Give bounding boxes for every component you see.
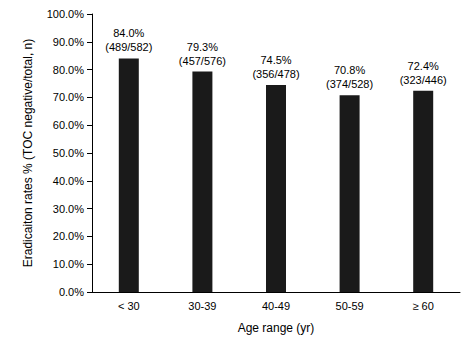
svg-text:70.8%: 70.8% [334,64,365,76]
svg-text:(323/446): (323/446) [400,74,447,86]
svg-text:74.5%: 74.5% [260,54,291,66]
svg-text:70.0%: 70.0% [53,91,84,103]
svg-text:Eradicaiton rates % (TOC negat: Eradicaiton rates % (TOC negative/total,… [21,39,35,268]
svg-text:Age range (yr): Age range (yr) [238,321,315,335]
svg-text:40.0%: 40.0% [53,175,84,187]
svg-text:80.0%: 80.0% [53,64,84,76]
svg-text:72.4%: 72.4% [408,60,439,72]
svg-text:84.0%: 84.0% [113,27,144,39]
svg-text:20.0%: 20.0% [53,230,84,242]
svg-text:50-59: 50-59 [336,300,364,312]
svg-text:50.0%: 50.0% [53,147,84,159]
svg-text:30-39: 30-39 [188,300,216,312]
svg-text:40-49: 40-49 [262,300,290,312]
svg-text:100.0%: 100.0% [47,8,85,20]
svg-text:(457/576): (457/576) [179,55,226,67]
svg-text:10.0%: 10.0% [53,258,84,270]
svg-text:≥ 60: ≥ 60 [413,300,434,312]
svg-text:(489/582): (489/582) [105,41,152,53]
svg-text:30.0%: 30.0% [53,203,84,215]
svg-text:90.0%: 90.0% [53,36,84,48]
svg-text:(374/528): (374/528) [326,78,373,90]
svg-text:< 30: < 30 [118,300,140,312]
svg-text:79.3%: 79.3% [187,41,218,53]
svg-text:0.0%: 0.0% [59,286,84,298]
svg-text:60.0%: 60.0% [53,119,84,131]
svg-text:(356/478): (356/478) [252,68,299,80]
